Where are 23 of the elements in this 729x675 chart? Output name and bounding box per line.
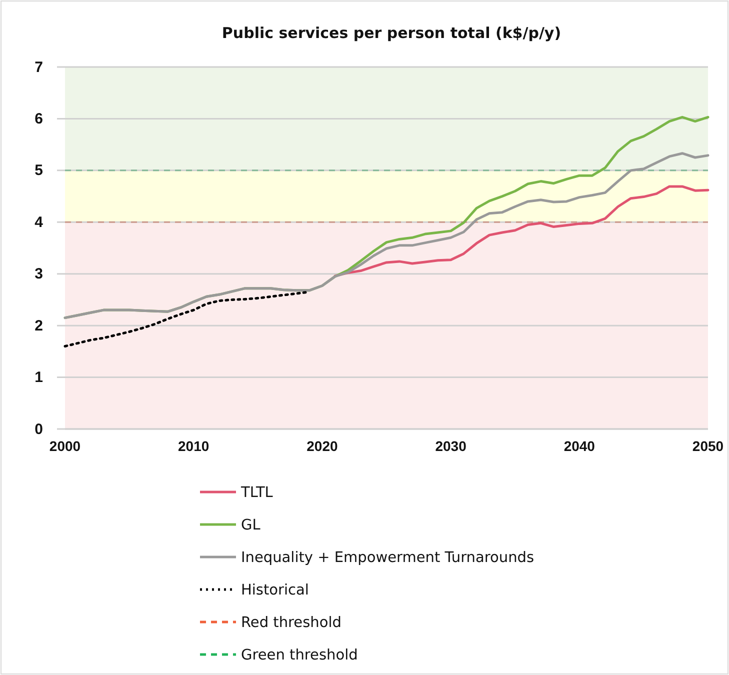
- y-tick-label: 5: [34, 162, 43, 180]
- legend-label: Inequality + Empowerment Turnarounds: [241, 550, 534, 566]
- legend-label: Red threshold: [241, 615, 342, 631]
- y-tick-label: 3: [34, 266, 43, 283]
- y-tick-label: 2: [34, 317, 43, 334]
- chart-title: Public services per person total (k$/p/y): [222, 24, 562, 42]
- y-tick-label: 4: [34, 214, 44, 231]
- x-tick-label: 2010: [178, 438, 210, 454]
- y-tick-label: 0: [34, 420, 43, 438]
- y-tick-label: 6: [34, 110, 43, 128]
- legend-label: Green threshold: [241, 648, 358, 664]
- x-tick-label: 2020: [306, 438, 338, 454]
- line-series: [64, 152, 710, 320]
- y-tick-label: 1: [34, 369, 43, 386]
- x-tick-label: 2050: [692, 438, 724, 454]
- x-tick-label: 2000: [49, 438, 81, 454]
- y-tick-label: 7: [34, 58, 43, 76]
- x-tick-label: 2030: [435, 438, 467, 454]
- legend-label: Historical: [241, 582, 309, 598]
- x-tick-label: 2040: [564, 438, 596, 454]
- legend-label: TLTL: [240, 485, 273, 501]
- line-series: [334, 185, 710, 278]
- legend-label: GL: [241, 518, 260, 534]
